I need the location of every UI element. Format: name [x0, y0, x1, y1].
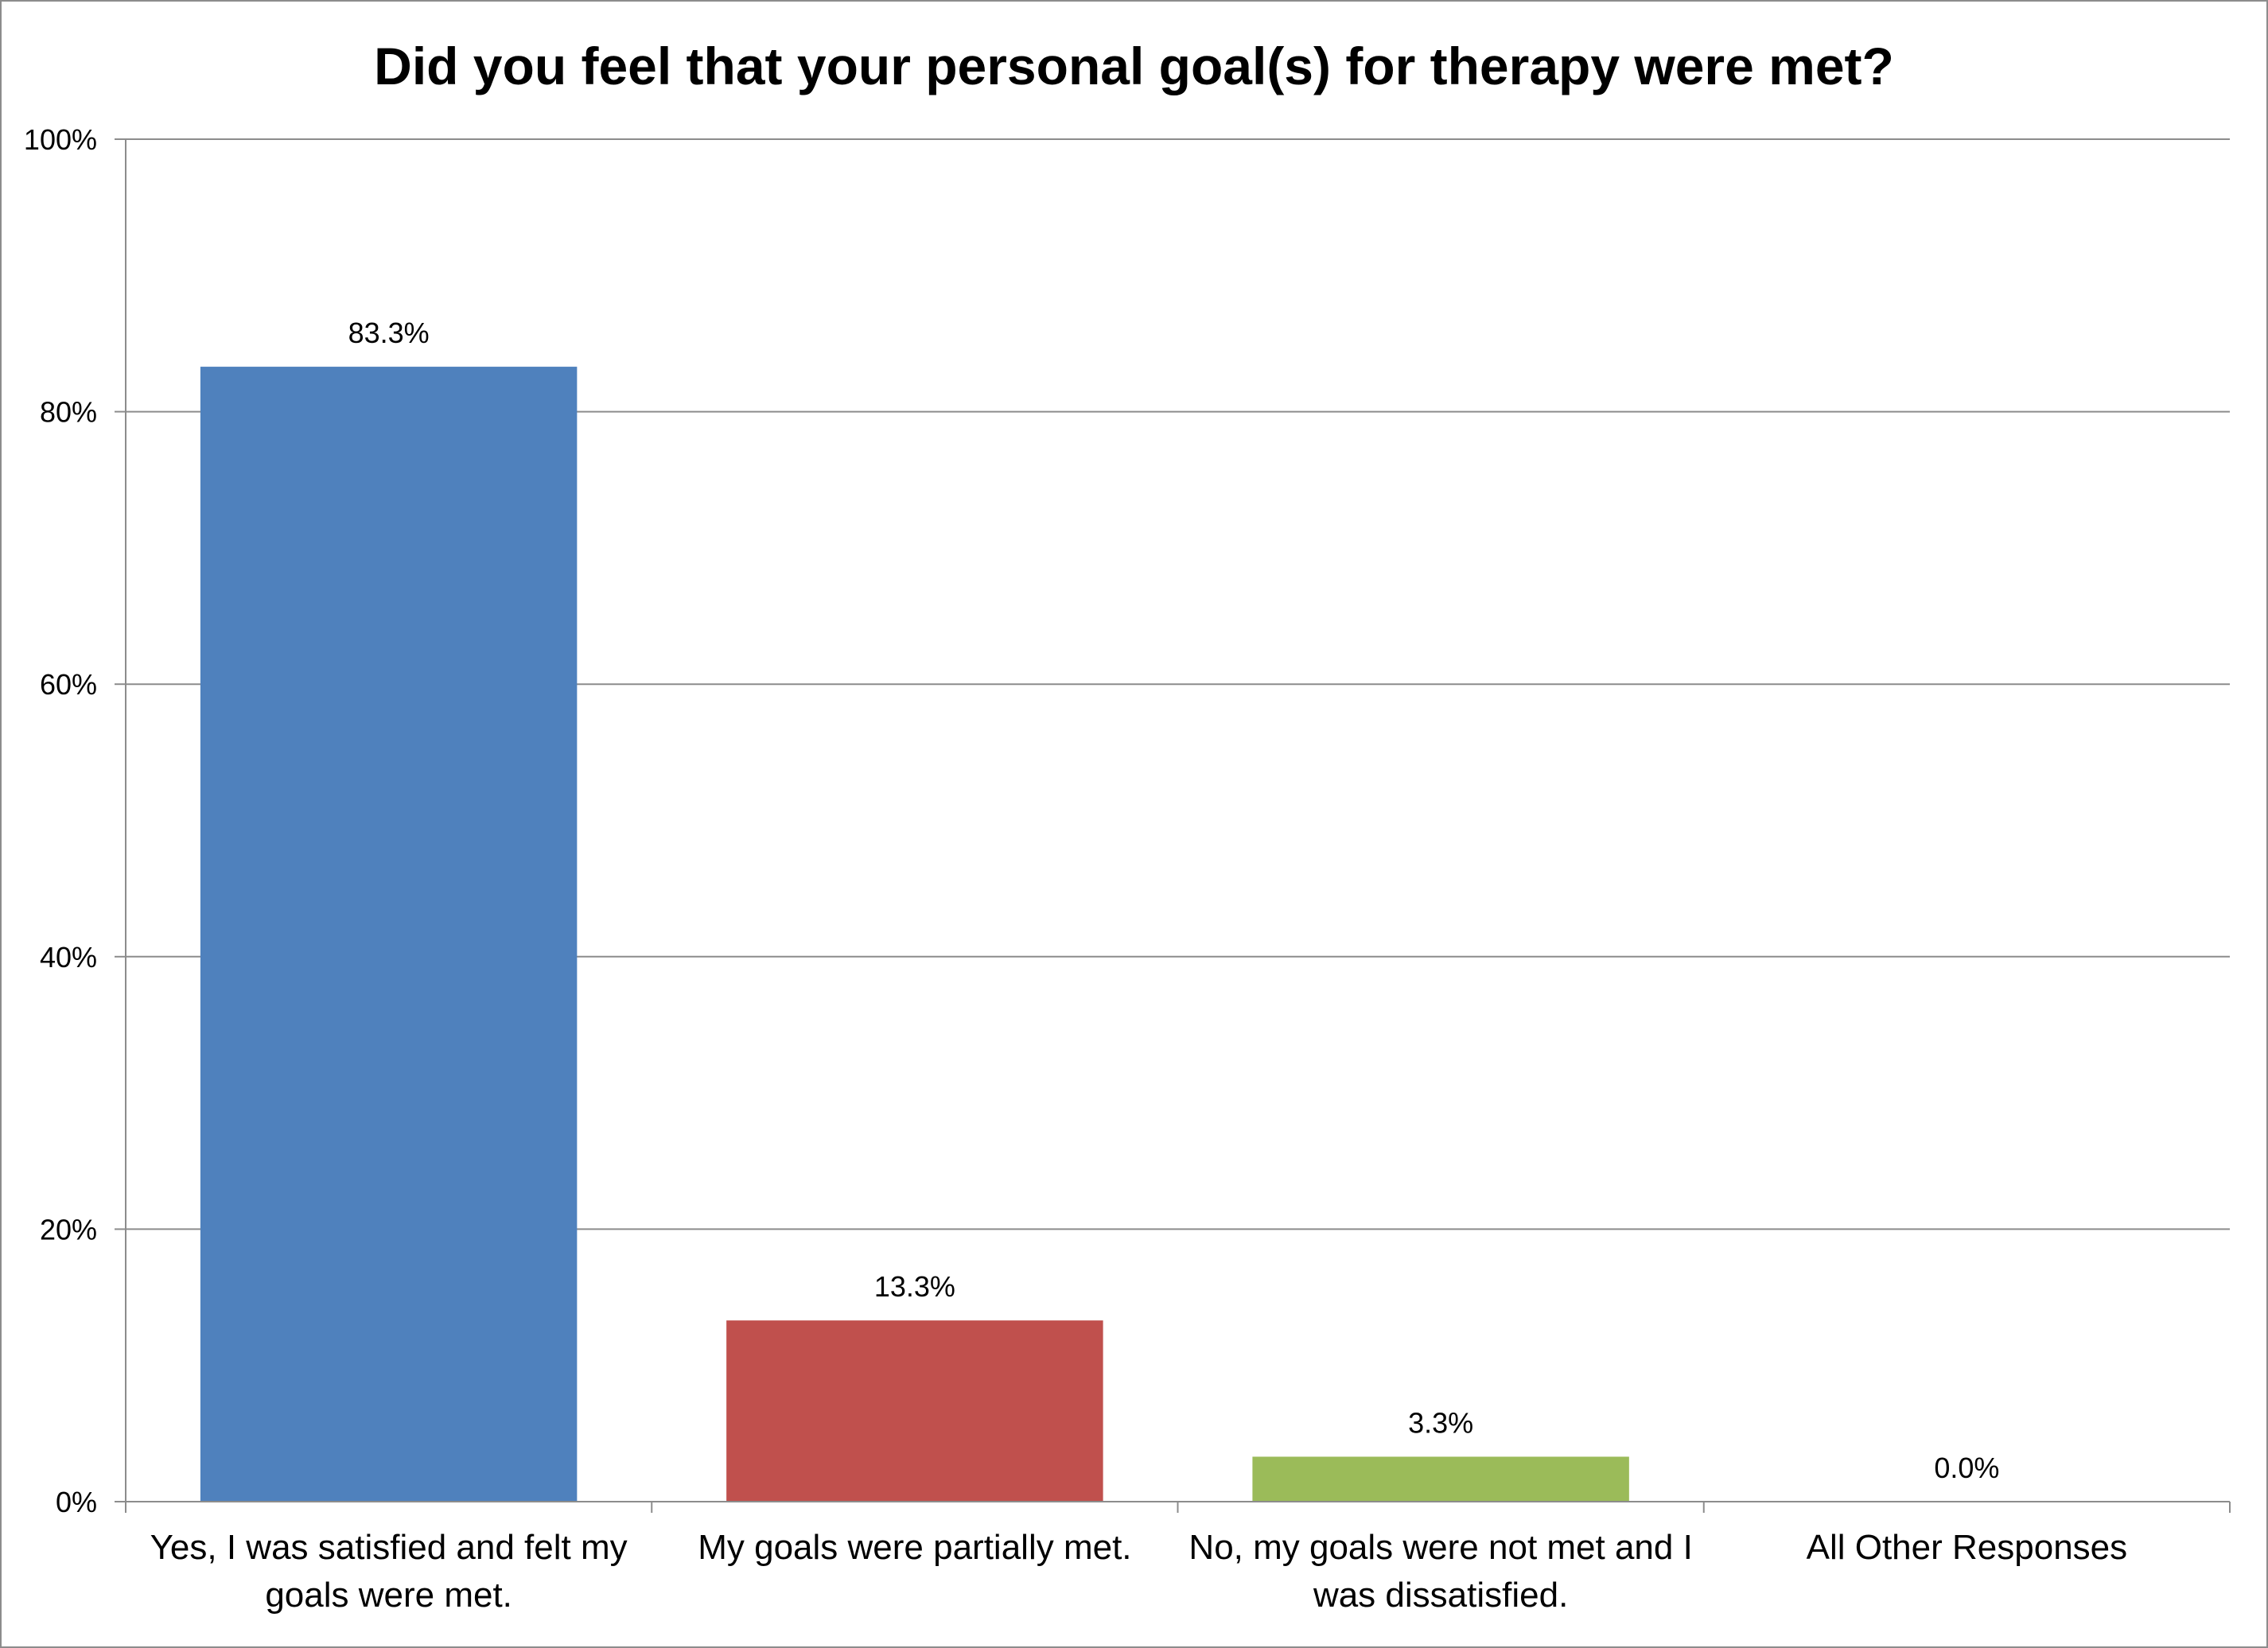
- y-tick-label: 40%: [40, 941, 97, 974]
- x-category-label: Yes, I was satisfied and felt my: [150, 1528, 628, 1567]
- y-tick-label: 20%: [40, 1213, 97, 1246]
- data-label: 0.0%: [1934, 1452, 1999, 1484]
- bar: [1252, 1456, 1629, 1502]
- x-category-label: goals were met.: [265, 1576, 512, 1615]
- labels: 0% 20% 40% 60% 80% 100% 83.3% Yes, I was satisf…: [24, 123, 2127, 1615]
- chart-title: Did you feel that your personal goal(s) …: [374, 37, 1894, 95]
- y-tick-label: 80%: [40, 396, 97, 429]
- data-label: 3.3%: [1408, 1406, 1473, 1439]
- x-category-label: No, my goals were not met and I: [1188, 1528, 1692, 1567]
- x-category-label: My goals were partially met.: [698, 1528, 1131, 1567]
- y-tick-label: 100%: [24, 123, 97, 156]
- x-category-label: All Other Responses: [1807, 1528, 2128, 1567]
- axes: [115, 138, 2231, 1513]
- x-category-label: was dissatisfied.: [1313, 1576, 1568, 1615]
- bar: [726, 1320, 1103, 1502]
- y-tick-label: 0%: [56, 1486, 97, 1518]
- bars: [200, 367, 1629, 1502]
- bar: [200, 367, 578, 1502]
- data-label: 13.3%: [874, 1270, 955, 1303]
- y-tick-label: 60%: [40, 668, 97, 701]
- data-label: 83.3%: [348, 317, 430, 349]
